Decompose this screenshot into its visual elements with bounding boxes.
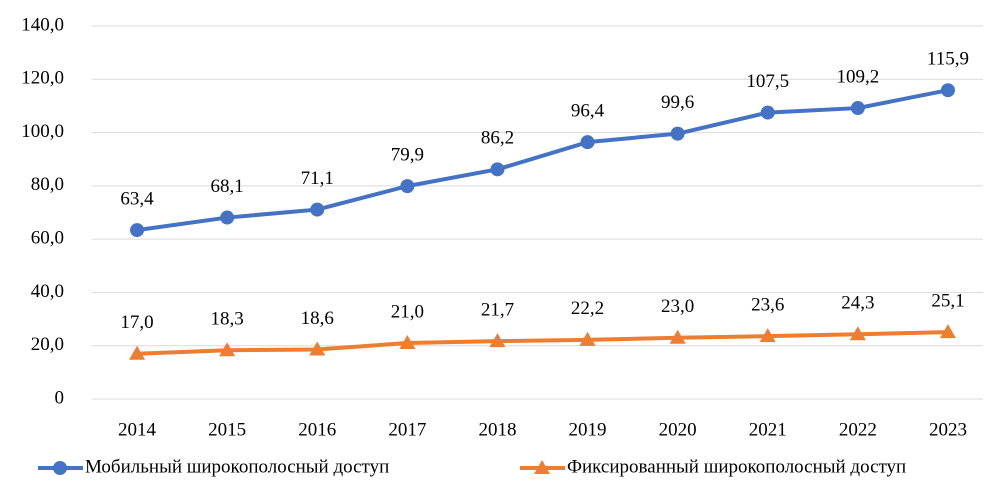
marker: [579, 331, 596, 346]
data-label: 18,3: [211, 309, 244, 330]
marker: [759, 328, 776, 343]
marker: [130, 223, 145, 238]
data-label: 63,4: [120, 188, 154, 209]
marker: [129, 345, 146, 360]
marker: [489, 333, 506, 348]
x-tick-label: 2018: [478, 419, 516, 440]
data-label: 86,2: [481, 128, 514, 149]
y-tick-label: 60,0: [31, 228, 64, 249]
y-tick-label: 120,0: [21, 68, 64, 89]
data-label: 109,2: [836, 66, 879, 87]
marker: [400, 179, 415, 194]
data-label: 68,1: [211, 176, 244, 197]
x-tick-label: 2023: [929, 419, 967, 440]
data-label: 96,4: [571, 101, 605, 122]
marker: [220, 210, 235, 225]
marker: [940, 83, 955, 98]
marker: [850, 101, 865, 116]
data-label: 99,6: [661, 92, 694, 113]
series-line: [136, 88, 949, 233]
data-label: 71,1: [301, 168, 334, 189]
marker: [939, 324, 956, 339]
y-tick-label: 140,0: [21, 14, 64, 35]
marker: [219, 342, 236, 357]
data-label: 18,6: [301, 308, 334, 329]
data-label: 17,0: [120, 312, 153, 333]
legend-label: Мобильный широкополосный доступ: [85, 456, 389, 477]
x-tick-label: 2019: [569, 419, 607, 440]
y-tick-label: 80,0: [31, 174, 64, 195]
marker: [490, 162, 505, 177]
marker: [309, 341, 326, 356]
y-tick-label: 40,0: [31, 281, 64, 302]
data-label: 79,9: [391, 144, 424, 165]
marker: [580, 135, 595, 150]
data-label: 21,7: [481, 300, 514, 321]
marker: [670, 126, 685, 141]
data-label: 107,5: [746, 71, 789, 92]
data-label: 24,3: [841, 293, 874, 314]
x-tick-label: 2022: [839, 419, 877, 440]
data-label: 23,0: [661, 296, 694, 317]
x-tick-label: 2020: [659, 419, 697, 440]
marker: [669, 329, 686, 344]
y-tick-label: 100,0: [21, 121, 64, 142]
x-tick-label: 2015: [208, 419, 246, 440]
x-tick-label: 2016: [298, 419, 336, 440]
data-label: 22,2: [571, 298, 604, 319]
legend-marker: [53, 461, 67, 475]
legend-marker: [534, 460, 550, 474]
y-tick-label: 0: [55, 387, 65, 408]
y-tick-label: 20,0: [31, 334, 64, 355]
marker: [849, 326, 866, 341]
data-label: 25,1: [931, 290, 964, 311]
x-tick-label: 2021: [749, 419, 787, 440]
marker: [760, 105, 775, 120]
marker: [310, 202, 325, 217]
data-label: 115,9: [927, 49, 969, 70]
legend-label: Фиксированный широкополосный доступ: [567, 456, 906, 477]
series-line: [136, 330, 948, 356]
marker: [399, 335, 416, 350]
x-tick-label: 2017: [388, 419, 426, 440]
data-label: 21,0: [391, 301, 424, 322]
data-label: 23,6: [751, 294, 784, 315]
x-tick-label: 2014: [118, 419, 157, 440]
